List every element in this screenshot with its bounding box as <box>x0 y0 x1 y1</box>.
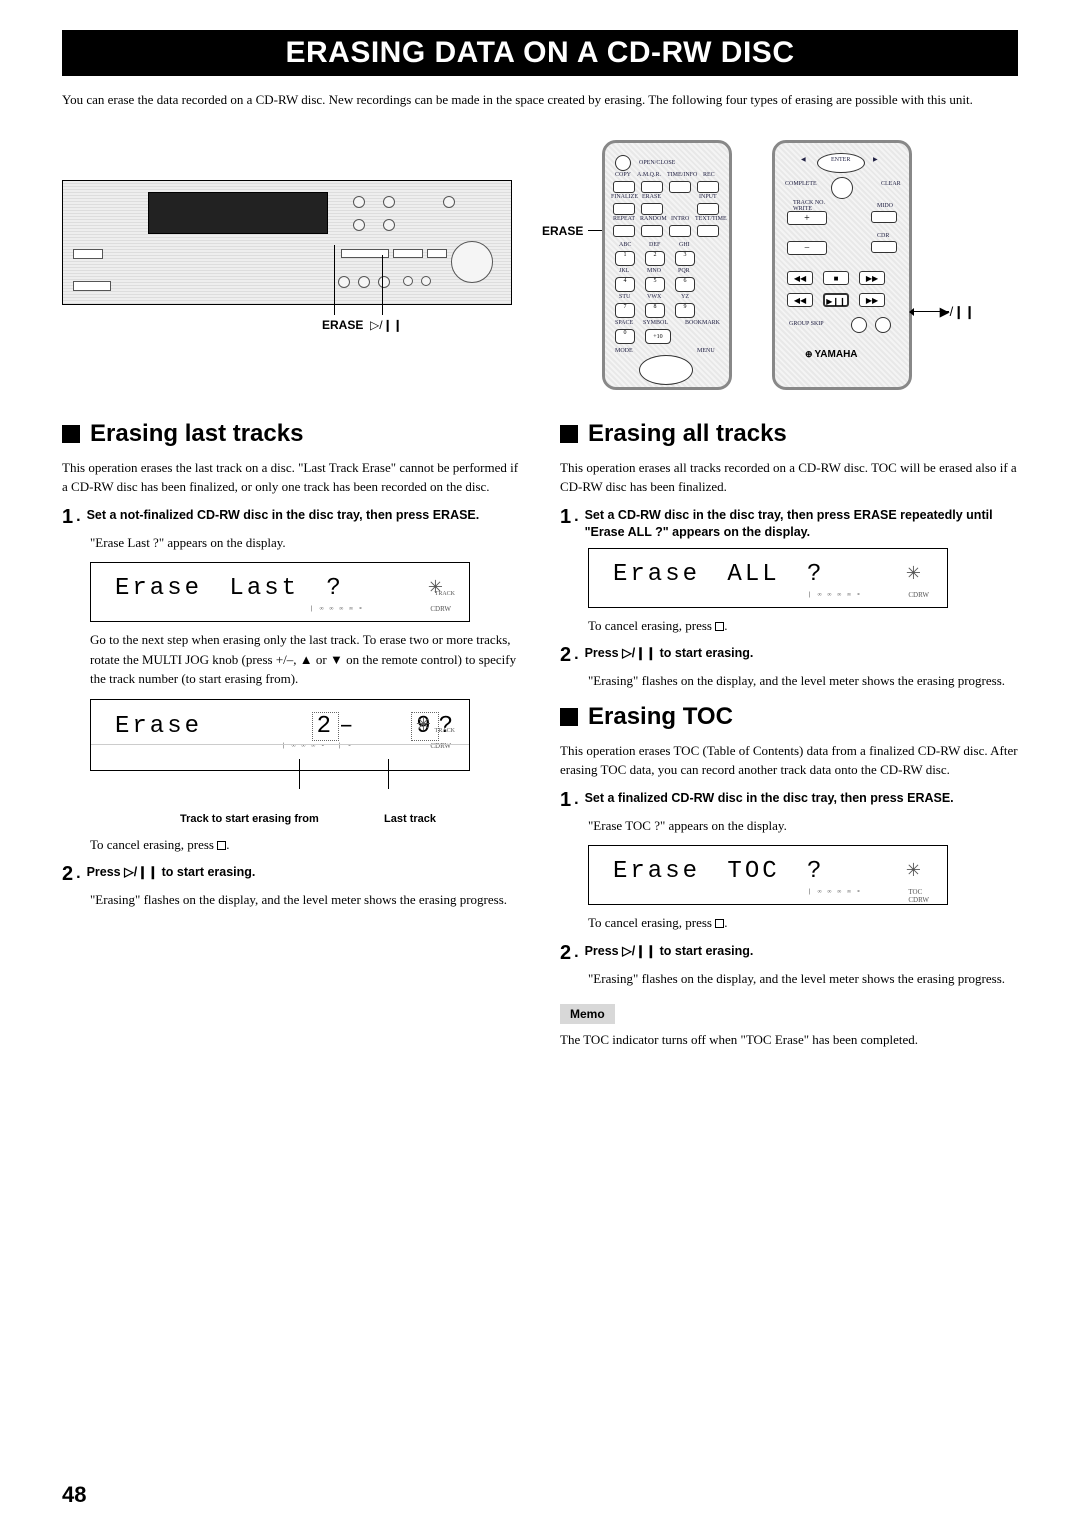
left-step2-text: Press ▷/❙❙ to start erasing. <box>87 864 256 884</box>
right-step1-text: Set a CD-RW disc in the disc tray, then … <box>585 507 1018 542</box>
lcd-track: TRACK <box>435 728 455 734</box>
lcd-erase-toc: Erase TOC ? ✳ ❘ ∞ ∞ ∞ ∞ ∘ TOCCDRW <box>588 845 948 905</box>
playpause-side-label: ▶/❙❙ <box>940 304 975 320</box>
lcd-text: Erase 2– 9? <box>115 712 456 741</box>
left-step1-text: Set a not-finalized CD-RW disc in the di… <box>87 507 480 527</box>
track-labels: Track to start erasing from Last track <box>90 813 470 825</box>
lcd-erase-all: Erase ALL ? ✳ ❘ ∞ ∞ ∞ ∞ ∘ CDRW <box>588 548 948 608</box>
remote-left: OPEN/CLOSE COPY A.M.Q.R. TIME/INFO REC F… <box>602 140 732 390</box>
toc-step1-after: "Erase TOC ?" appears on the display. <box>588 816 1018 836</box>
stop-icon <box>217 841 226 850</box>
device-box <box>62 180 512 305</box>
lcd-text: Erase Last ? <box>115 575 344 602</box>
lcd-erase-range: Erase 2– 9? ✳ TRACK ❘ ∞ ∞ ∞ ∘ ❘ ∘ CDRW <box>90 699 470 771</box>
right-step2-after: "Erasing" flashes on the display, and th… <box>588 671 1018 691</box>
toc-step2-after: "Erasing" flashes on the display, and th… <box>588 969 1018 989</box>
step-num: 2 <box>62 864 73 884</box>
erase-side-label: ERASE <box>542 224 583 238</box>
stop-icon <box>715 919 724 928</box>
intro-text: You can erase the data recorded on a CD-… <box>62 90 1018 110</box>
track-pointer-lines <box>90 779 470 795</box>
lcd-text: Erase ALL ? <box>613 561 824 588</box>
right-step1: 1. Set a CD-RW disc in the disc tray, th… <box>560 507 1018 542</box>
left-p1: This operation erases the last track on … <box>62 458 520 497</box>
left-step2: 2. Press ▷/❙❙ to start erasing. <box>62 864 520 884</box>
lcd-erase-last: Erase Last ? ✳ TRACK ❘ ∞ ∞ ∞ ∞ ∘ CDRW <box>90 562 470 622</box>
yamaha-logo: YAMAHA <box>805 349 858 360</box>
spinner-icon: ✳ <box>906 860 921 881</box>
spinner-icon: ✳ <box>906 563 921 584</box>
erase-callout: ERASE <box>322 318 363 332</box>
remote-right: ENTER ◀ ▶ COMPLETE CLEAR + − TRACK NO.WR… <box>772 140 912 390</box>
right-cancel1: To cancel erasing, press . <box>588 616 1018 636</box>
step-num: 2 <box>560 645 571 665</box>
columns: Erasing last tracks This operation erase… <box>62 408 1018 1060</box>
lcd-cdrw: CDRW <box>908 591 929 599</box>
lcd-smallrow: ❘ ∞ ∞ ∞ ∞ ∘ <box>807 591 862 598</box>
toc-step2: 2. Press ▷/❙❙ to start erasing. <box>560 943 1018 963</box>
left-p2: Go to the next step when erasing only th… <box>90 630 520 689</box>
memo-text: The TOC indicator turns off when "TOC Er… <box>560 1030 1018 1050</box>
step-num: 1 <box>560 790 571 810</box>
lcd-cdrw: TOCCDRW <box>908 888 929 904</box>
diagram-row: ERASE ▷/❙❙ ERASE OPEN/CLOSE COPY A.M.Q.R… <box>62 130 1018 390</box>
left-cancel: To cancel erasing, press . <box>90 835 520 855</box>
left-step1-after: "Erase Last ?" appears on the display. <box>90 533 520 553</box>
right-cancel2: To cancel erasing, press . <box>588 913 1018 933</box>
left-column: Erasing last tracks This operation erase… <box>62 408 520 1060</box>
right-step2-text: Press ▷/❙❙ to start erasing. <box>585 645 754 665</box>
page-number: 48 <box>62 1482 86 1508</box>
header-erasing-all: Erasing all tracks <box>560 420 1018 448</box>
left-step1: 1. Set a not-finalized CD-RW disc in the… <box>62 507 520 527</box>
toc-step2-text: Press ▷/❙❙ to start erasing. <box>585 943 754 963</box>
header-erasing-toc: Erasing TOC <box>560 703 1018 731</box>
right-step2: 2. Press ▷/❙❙ to start erasing. <box>560 645 1018 665</box>
step-num: 2 <box>560 943 571 963</box>
device-diagram: ERASE ▷/❙❙ <box>62 130 522 370</box>
device-display <box>148 192 328 234</box>
lcd-cdrw: CDRW <box>430 605 451 613</box>
right-column: Erasing all tracks This operation erases… <box>560 408 1018 1060</box>
track-label-from: Track to start erasing from <box>180 813 319 825</box>
lcd-track: TRACK <box>435 591 455 597</box>
stop-icon <box>715 622 724 631</box>
left-step2-after: "Erasing" flashes on the display, and th… <box>90 890 520 910</box>
device-knob <box>451 241 493 283</box>
right-p1: This operation erases all tracks recorde… <box>560 458 1018 497</box>
remote-diagram: ERASE OPEN/CLOSE COPY A.M.Q.R. TIME/INFO… <box>542 130 1018 390</box>
header-erasing-last: Erasing last tracks <box>62 420 520 448</box>
playpause-callout: ▷/❙❙ <box>370 318 403 332</box>
memo-label: Memo <box>560 1004 615 1024</box>
lcd-smallrow: ❘ ∞ ∞ ∞ ∞ ∘ <box>309 605 364 612</box>
lcd-smallrow: ❘ ∞ ∞ ∞ ∞ ∘ <box>807 888 862 895</box>
page-title: ERASING DATA ON A CD-RW DISC <box>62 30 1018 76</box>
step-num: 1 <box>560 507 571 542</box>
toc-step1: 1. Set a finalized CD-RW disc in the dis… <box>560 790 1018 810</box>
toc-step1-text: Set a finalized CD-RW disc in the disc t… <box>585 790 954 810</box>
track-label-last: Last track <box>384 813 436 825</box>
lcd-text: Erase TOC ? <box>613 858 824 885</box>
step-num: 1 <box>62 507 73 527</box>
spinner-icon: ✳ <box>416 714 431 735</box>
right-p2: This operation erases TOC (Table of Cont… <box>560 741 1018 780</box>
